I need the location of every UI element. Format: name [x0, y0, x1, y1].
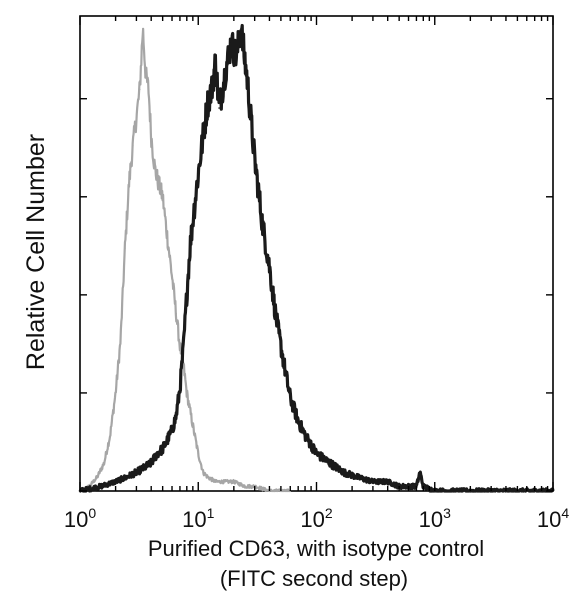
data-point — [179, 345, 181, 348]
data-point — [197, 172, 200, 175]
data-point — [171, 275, 173, 277]
data-point — [144, 74, 147, 77]
data-point — [206, 476, 209, 478]
data-point — [96, 476, 99, 478]
plot-frame — [79, 15, 554, 492]
x-tick-label: 100 — [64, 505, 96, 532]
data-point — [342, 471, 345, 474]
data-point — [100, 485, 102, 488]
data-point — [157, 181, 160, 184]
data-point — [244, 485, 247, 488]
series-isotype-control — [79, 27, 292, 493]
data-point — [128, 181, 130, 184]
plot-area — [79, 15, 554, 492]
data-point — [372, 480, 374, 483]
x-tick-label: 101 — [182, 505, 214, 532]
data-point — [214, 60, 217, 63]
data-point — [210, 88, 213, 91]
data-point — [143, 466, 146, 469]
data-point — [235, 55, 238, 58]
data-point — [202, 135, 204, 137]
data-point — [179, 387, 181, 390]
data-point — [274, 312, 277, 315]
data-point — [261, 224, 264, 226]
data-point — [119, 340, 122, 343]
data-point — [356, 476, 358, 478]
data-point — [285, 373, 287, 376]
data-point — [202, 471, 204, 474]
data-point — [192, 424, 194, 427]
x-axis-ticks — [79, 16, 554, 491]
data-point — [182, 345, 185, 348]
histogram-trace — [79, 27, 291, 493]
data-point — [171, 429, 173, 432]
y-axis-ticks — [80, 98, 553, 492]
x-axis-tick-labels: 100 101 102 103 104 — [64, 505, 569, 532]
x-axis-label-line2: (FITC second step) — [220, 566, 408, 591]
data-point — [233, 480, 235, 483]
data-point — [386, 480, 389, 483]
data-point — [240, 27, 242, 30]
data-point — [132, 144, 134, 147]
data-point — [147, 88, 150, 91]
x-tick-label: 103 — [419, 505, 451, 532]
data-point — [150, 462, 152, 464]
data-point — [135, 471, 138, 474]
data-point — [109, 434, 111, 436]
data-point — [189, 247, 191, 249]
data-point — [103, 462, 105, 464]
data-point — [150, 135, 152, 137]
histogram-trace — [78, 23, 555, 493]
data-point — [175, 415, 177, 418]
series-cd63 — [78, 23, 555, 493]
data-point — [197, 452, 200, 455]
data-point — [280, 345, 282, 348]
data-point — [218, 107, 220, 109]
data-point — [114, 392, 117, 394]
x-tick-label: 104 — [537, 505, 569, 532]
data-point — [224, 69, 227, 72]
series-layer — [78, 23, 555, 493]
data-point — [297, 420, 299, 422]
data-point — [114, 480, 117, 483]
data-point — [329, 462, 331, 464]
data-point — [289, 396, 292, 399]
data-point — [419, 471, 421, 474]
data-point — [175, 312, 177, 315]
data-point — [135, 116, 138, 119]
data-point — [214, 480, 217, 483]
data-point — [166, 438, 169, 441]
data-point — [124, 247, 126, 249]
data-point — [185, 294, 188, 296]
data-point — [154, 167, 156, 170]
data-point — [192, 219, 194, 221]
data-point — [268, 266, 271, 268]
data-point — [315, 452, 318, 455]
data-point — [166, 238, 169, 240]
y-axis-label: Relative Cell Number — [22, 134, 50, 370]
data-point — [224, 480, 227, 483]
data-point — [230, 41, 233, 44]
data-point — [304, 434, 306, 436]
data-point — [185, 392, 188, 394]
x-axis-label-line1: Purified CD63, with isotype control — [148, 536, 484, 561]
data-point — [246, 79, 249, 81]
x-tick-label: 102 — [300, 505, 332, 532]
data-point — [253, 158, 256, 161]
data-point — [156, 452, 159, 455]
data-point — [142, 27, 144, 30]
data-point — [126, 476, 128, 478]
data-point — [161, 448, 164, 450]
data-point — [161, 195, 164, 198]
data-point — [138, 88, 141, 91]
data-point — [206, 102, 209, 105]
